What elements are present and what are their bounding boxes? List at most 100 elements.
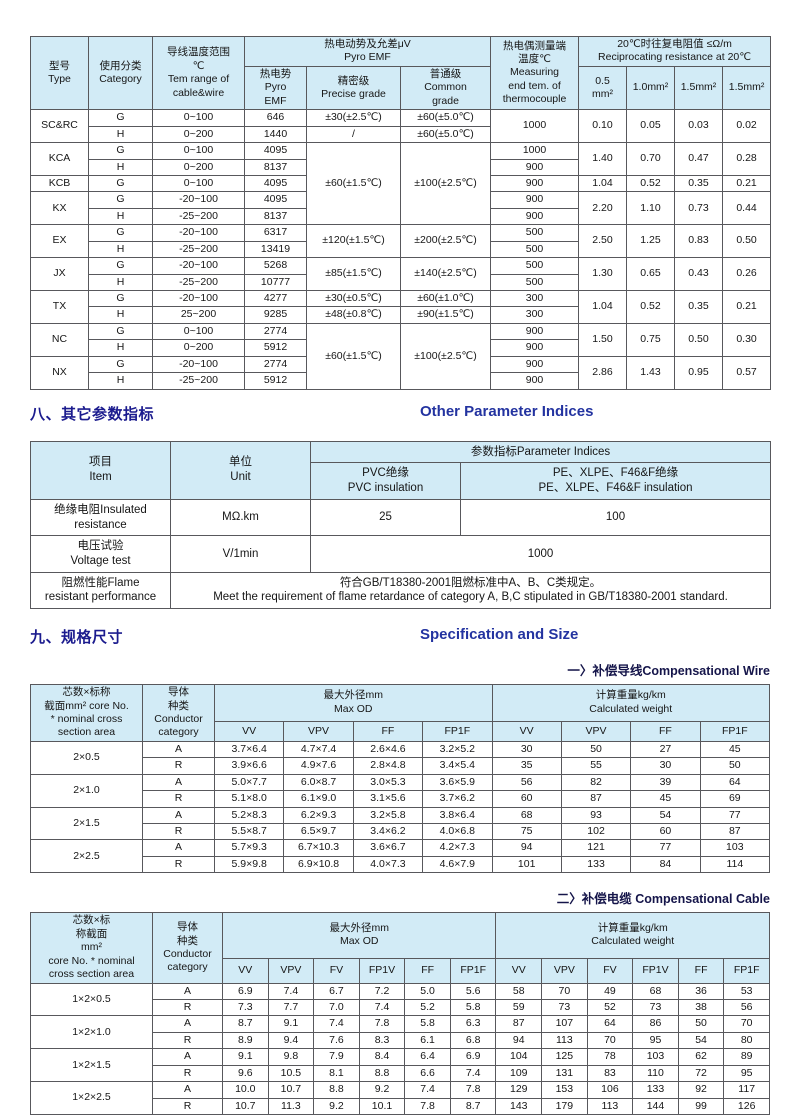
data-cell: 103 — [699, 839, 771, 857]
data-cell: 900 — [490, 355, 580, 374]
data-cell: 6.8 — [449, 1031, 497, 1050]
data-cell: 99 — [677, 1097, 725, 1115]
header-cell: 计算重量kg/km Calculated weight — [491, 684, 770, 722]
data-cell: ±200(±2.5℃) — [399, 224, 492, 259]
data-cell: -25~200 — [152, 240, 245, 259]
data-cell: 2.6×4.6 — [352, 740, 424, 759]
data-cell: -25~200 — [152, 372, 245, 390]
data-cell: 95 — [632, 1031, 679, 1050]
other-params-table: 项目 Item 单位 Unit 参数指标Parameter Indices PVC绝缘… — [30, 440, 772, 610]
data-cell: 0.65 — [626, 257, 676, 291]
data-cell: 77 — [699, 806, 771, 825]
header-cell: VV — [495, 957, 543, 984]
data-cell: 6.9 — [449, 1048, 497, 1066]
data-cell: 133 — [632, 1081, 679, 1099]
data-cell: 117 — [723, 1081, 770, 1099]
data-cell: 70 — [723, 1015, 770, 1033]
data-cell: 121 — [560, 839, 632, 857]
data-cell: 10.0 — [222, 1081, 269, 1099]
data-cell: 9.8 — [267, 1048, 315, 1066]
data-cell: 7.3 — [222, 998, 269, 1017]
data-cell: 500 — [490, 240, 580, 259]
data-cell: ±120(±1.5℃) — [306, 224, 401, 259]
data-cell: 900 — [490, 207, 580, 226]
data-cell: 3.9×6.6 — [213, 757, 285, 775]
data-cell: 9.6 — [222, 1064, 269, 1083]
table-row: 1×2×0.5 A 6.9 7.4 6.7 7.2 5.0 5.6 58 70 49 68 36 53 — [30, 982, 770, 1017]
data-cell: 93 — [560, 806, 632, 825]
data-cell: 58 — [495, 982, 543, 1000]
data-cell: V/1min — [170, 535, 311, 573]
data-cell: 1×2×1.0 — [30, 1015, 153, 1050]
data-cell: 4095 — [244, 142, 307, 160]
data-cell: 78 — [586, 1048, 634, 1066]
data-cell: 3.0×5.3 — [352, 773, 424, 792]
header-cell: 项目 Item — [30, 440, 171, 500]
data-cell: 4.0×7.3 — [352, 855, 424, 874]
table-row: 项目 Item 单位 Unit 参数指标Parameter Indices — [30, 440, 772, 500]
data-cell: 3.1×5.6 — [352, 790, 424, 808]
data-cell: 4277 — [244, 289, 307, 308]
data-cell: 符合GB/T18380-2001阻燃标准中A、B、C类规定。 Meet the … — [169, 571, 772, 610]
header-cell: VV — [213, 720, 285, 742]
data-cell: 70 — [541, 982, 588, 1000]
table-row: H -25~200 10777 500 — [31, 273, 771, 292]
data-cell: 109 — [495, 1064, 543, 1083]
data-cell: A — [152, 1015, 223, 1033]
header-cell: PVC绝缘 PVC insulation — [310, 462, 461, 500]
data-cell: 144 — [632, 1097, 679, 1115]
data-cell: -20~100 — [152, 224, 245, 242]
data-cell: 35 — [491, 757, 562, 775]
table-row: NC G 0~100 2774 ±60(±1.5℃) ±100(±2.5℃) 900 1.50… — [30, 322, 772, 390]
data-cell: 5.2×8.3 — [213, 806, 285, 825]
data-cell: 129 — [495, 1081, 543, 1099]
header-cell: 导线温度范围 ℃ Tem range of cable&wire — [152, 35, 245, 111]
data-cell: 0~200 — [152, 125, 245, 144]
data-cell: 0~100 — [152, 109, 245, 127]
header-cell: 芯数×标称 截面mm² core No. * nominal cross sec… — [30, 684, 143, 742]
table-row: SC&RC G 0~100 646 ±30(±2.5℃) ±60(±5.0℃) 1000 0.… — [30, 109, 772, 144]
header-cell: 精密级 Precise grade — [306, 65, 401, 111]
data-cell: ±30(±2.5℃) — [306, 109, 401, 127]
data-cell: 1440 — [244, 125, 307, 144]
data-cell: G — [88, 224, 153, 242]
data-cell: ±90(±1.5℃) — [399, 306, 492, 324]
data-cell: 0.05 — [626, 109, 676, 144]
data-cell: NC — [30, 322, 89, 357]
data-cell: 0~100 — [152, 322, 245, 341]
data-cell: 143 — [495, 1097, 543, 1115]
data-cell: 77 — [630, 839, 701, 857]
header-cell: FF — [677, 957, 725, 984]
data-cell: 45 — [630, 790, 701, 808]
data-cell: 6.5×9.7 — [283, 823, 354, 841]
header-cell: FV — [586, 957, 634, 984]
data-cell: 68 — [491, 806, 562, 825]
data-cell: 0.21 — [722, 174, 772, 193]
data-cell: 75 — [491, 823, 562, 841]
header-cell: 1.5mm² — [722, 65, 772, 111]
data-cell: 0.50 — [674, 322, 724, 357]
data-cell: G — [88, 142, 153, 160]
data-cell: 62 — [677, 1048, 725, 1066]
data-cell: 2×2.5 — [30, 839, 143, 874]
data-cell: 25 — [310, 498, 461, 537]
table-row: 型号 Type 使用分类 Category 导线温度范围 ℃ Tem range o… — [30, 35, 772, 111]
data-cell: KCB — [30, 174, 89, 193]
data-cell: 10.7 — [222, 1097, 269, 1115]
header-cell: FP1F — [699, 720, 771, 742]
data-cell: 107 — [541, 1015, 588, 1033]
data-cell: 101 — [491, 855, 562, 874]
data-cell: 49 — [586, 982, 634, 1000]
data-cell: 7.4 — [358, 998, 406, 1017]
header-cell: 计算重量kg/km Calculated weight — [495, 912, 770, 959]
data-cell: 绝缘电阻Insulated resistance — [30, 498, 171, 537]
data-cell: 82 — [560, 773, 632, 792]
data-cell: 6317 — [244, 224, 307, 242]
data-cell: 0.28 — [722, 142, 772, 176]
data-cell: -20~100 — [152, 355, 245, 374]
data-cell: JX — [30, 257, 89, 291]
data-cell: 30 — [491, 740, 562, 759]
data-cell: R — [152, 1064, 223, 1083]
table-row: R 5.1×8.0 6.1×9.0 3.1×5.6 3.7×6.2 60 87 45 69 — [31, 790, 771, 808]
data-cell: 94 — [491, 839, 562, 857]
